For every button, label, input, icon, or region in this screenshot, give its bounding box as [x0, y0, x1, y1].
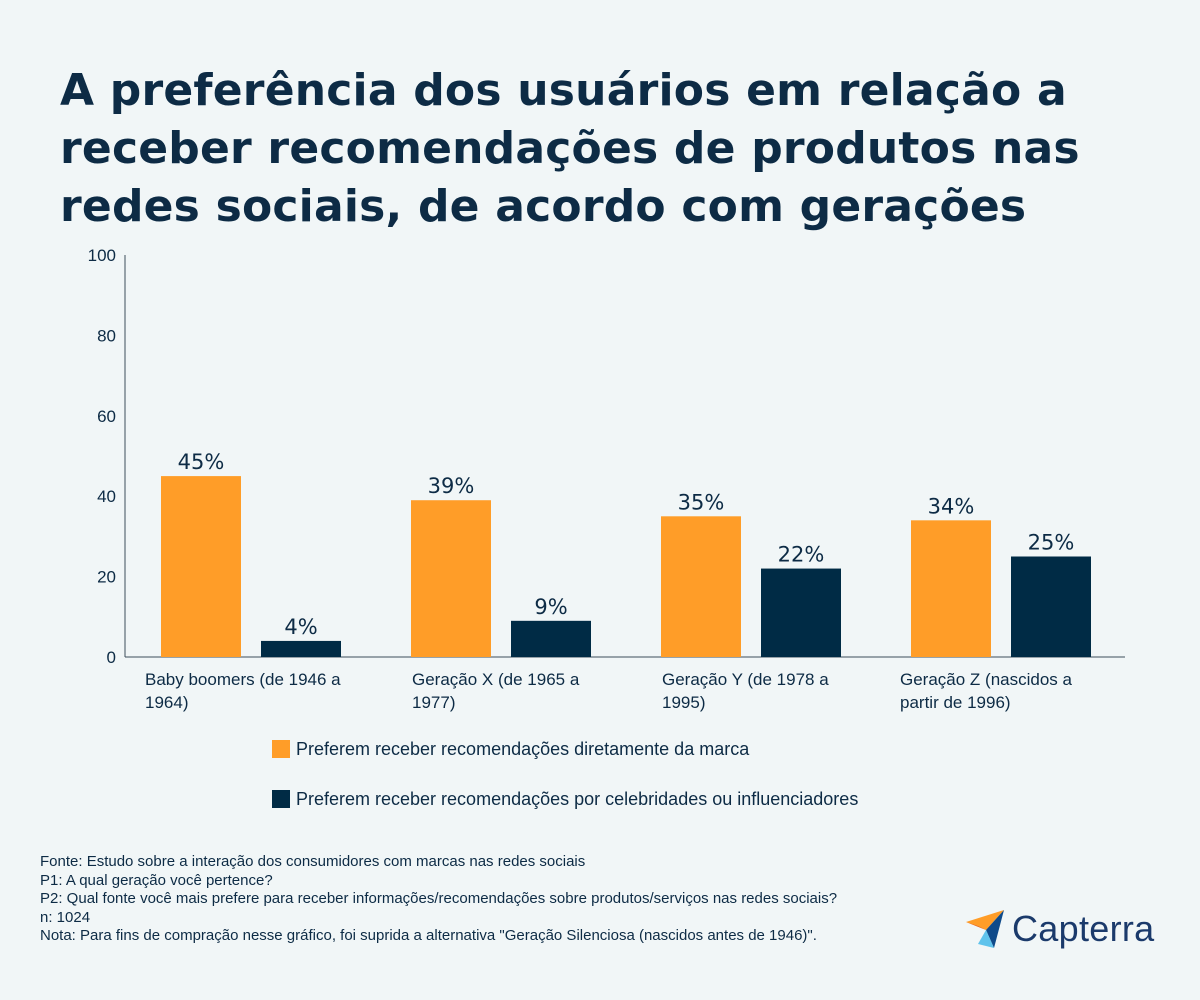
x-category-label: Geração Z (nascidos a [900, 670, 1073, 689]
capterra-logo: Capterra [966, 908, 1154, 950]
x-category-label: Geração Y (de 1978 a [662, 670, 829, 689]
y-tick-label: 0 [107, 648, 116, 667]
bar-value-label: 4% [284, 615, 317, 639]
x-category-label: partir de 1996) [900, 693, 1011, 712]
legend-label-influencer: Preferem receber recomendações por celeb… [296, 788, 859, 809]
bar-value-label: 22% [778, 543, 825, 567]
x-category-label: 1977) [412, 693, 455, 712]
legend-swatch-influencer [272, 790, 290, 808]
bar-influencer [261, 640, 341, 657]
y-tick-label: 40 [97, 487, 116, 506]
legend-swatch-brand [272, 740, 290, 758]
x-category-label: 1964) [145, 693, 188, 712]
bar-brand [411, 500, 491, 657]
bar-value-label: 9% [534, 595, 567, 619]
bar-chart: 0 20 40 60 80 100 45% 4% Baby boomers (de 1946 a… [88, 246, 1125, 712]
footnote-question-2: P2: Qual fonte você mais prefere para re… [40, 890, 838, 907]
legend-label-brand: Preferem receber recomendações diretamen… [296, 738, 750, 759]
x-category-label: 1995) [662, 693, 705, 712]
x-category-label: Baby boomers (de 1946 a [145, 670, 341, 689]
capterra-wordmark: Capterra [1012, 908, 1155, 949]
y-tick-label: 20 [97, 568, 116, 587]
y-tick-label: 80 [97, 326, 116, 345]
bar-value-label: 45% [178, 450, 225, 474]
chart-legend: Preferem receber recomendações diretamen… [272, 732, 858, 832]
bar-brand [911, 520, 991, 657]
bar-value-label: 39% [428, 474, 475, 498]
footnotes: Fonte: Estudo sobre a interação dos cons… [40, 853, 920, 946]
y-tick-label: 60 [97, 407, 116, 426]
bar-brand [661, 516, 741, 657]
chart-title: A preferência dos usuários em relação a … [60, 65, 1080, 232]
y-tick-label: 100 [88, 246, 116, 265]
bar-brand [161, 476, 241, 657]
bar-value-label: 34% [928, 494, 975, 518]
bar-value-label: 25% [1028, 531, 1075, 555]
footnote-sample-size: n: 1024 [40, 908, 91, 926]
legend-item-influencer: Preferem receber recomendações por celeb… [272, 782, 858, 816]
bar-influencer [761, 568, 841, 657]
bar-influencer [1011, 556, 1091, 657]
bar-value-label: 35% [678, 490, 725, 514]
footnote-note: Nota: Para fins de compração nesse gráfi… [40, 927, 817, 944]
capterra-arrow-icon [966, 910, 1004, 948]
bar-influencer [511, 620, 591, 657]
legend-item-brand: Preferem receber recomendações diretamen… [272, 732, 858, 766]
footnote-question-1: P1: A qual geração você pertence? [40, 871, 273, 889]
x-category-label: Geração X (de 1965 a [412, 670, 580, 689]
footnote-source: Fonte: Estudo sobre a interação dos cons… [40, 853, 586, 870]
